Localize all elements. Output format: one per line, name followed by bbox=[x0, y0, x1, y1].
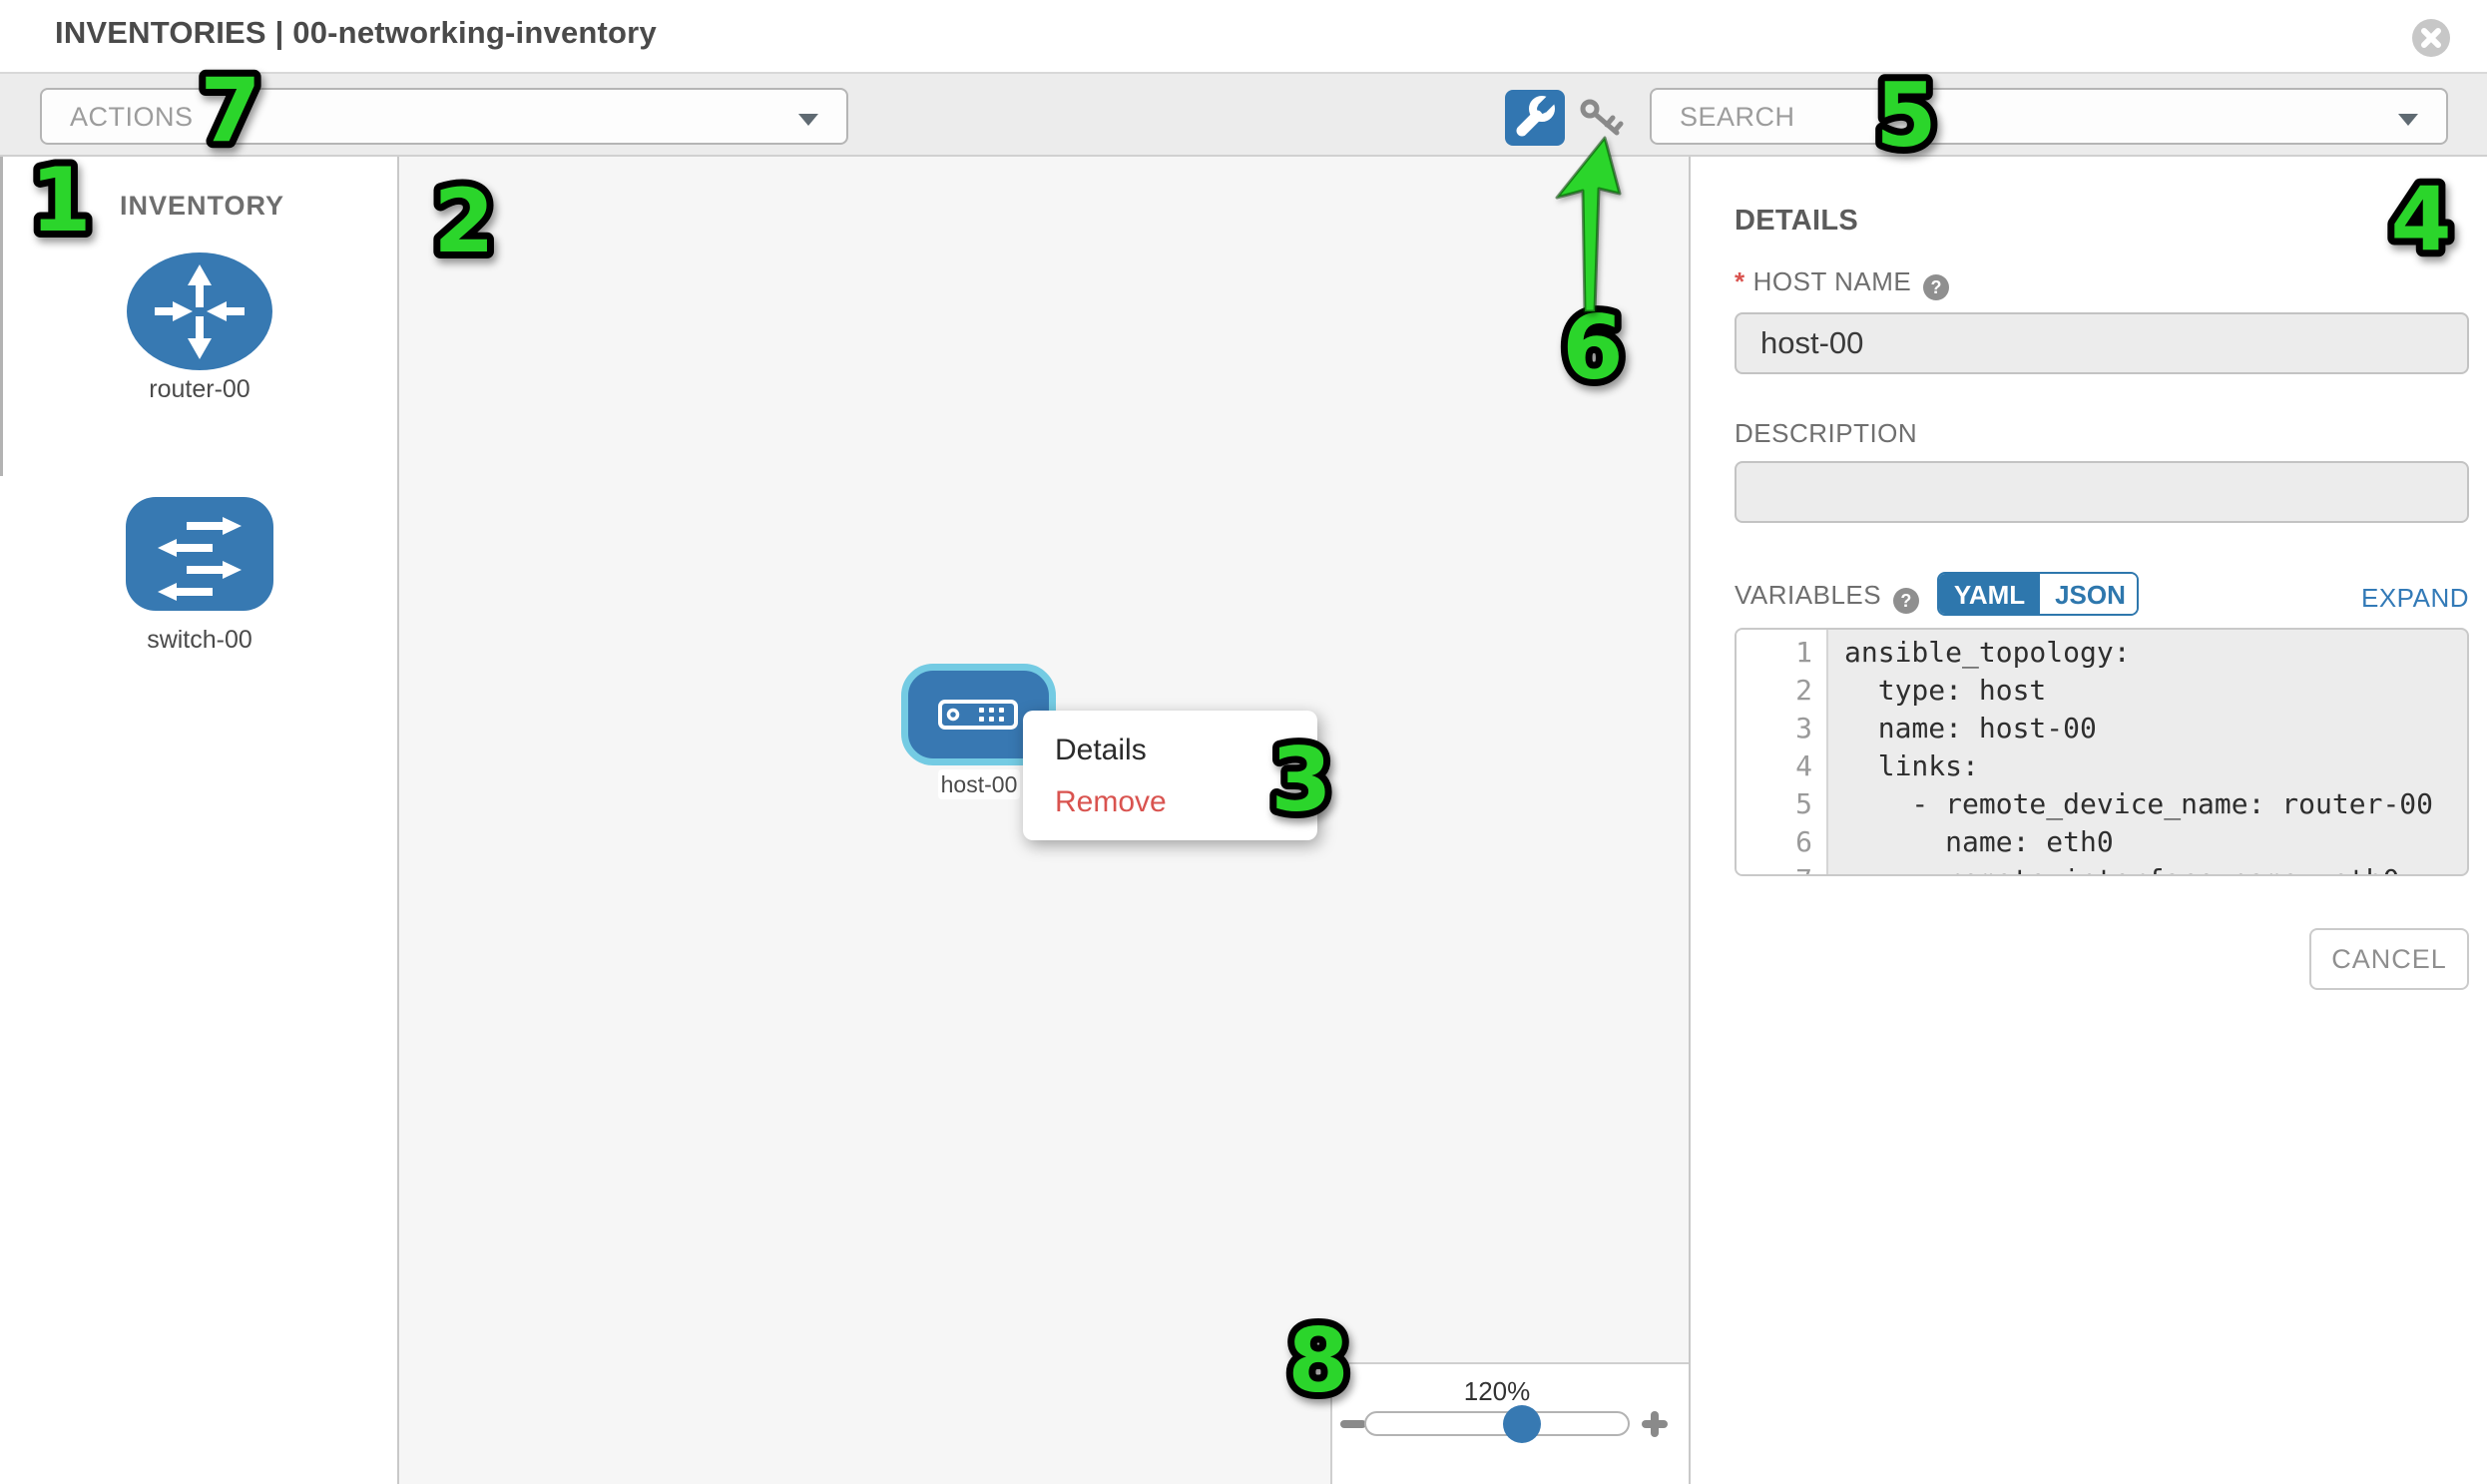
host-node-label: host-00 bbox=[938, 769, 1020, 799]
expand-link[interactable]: EXPAND bbox=[2361, 583, 2469, 613]
editor-line: 7 remote_interface_name: eth0 bbox=[1737, 861, 2467, 874]
yaml-toggle-button[interactable]: YAML bbox=[1939, 574, 2040, 614]
zoom-level: 120% bbox=[1463, 1376, 1531, 1406]
configure-button[interactable] bbox=[1505, 90, 1565, 146]
app-header: INVENTORIES | 00-networking-inventory bbox=[0, 0, 2487, 72]
toolbar: ACTIONS SEARCH bbox=[0, 72, 2487, 157]
chevron-down-icon bbox=[2398, 114, 2418, 126]
context-menu-item-remove[interactable]: Remove bbox=[1055, 785, 1167, 818]
actions-dropdown[interactable]: ACTIONS bbox=[40, 88, 848, 145]
variables-label: VARIABLES bbox=[1735, 580, 1882, 610]
details-panel-title: DETAILS bbox=[1735, 205, 1859, 237]
chevron-down-icon bbox=[798, 114, 818, 126]
sidebar-item-switch[interactable]: switch-00 bbox=[125, 496, 274, 654]
zoom-out-button[interactable] bbox=[1340, 1420, 1366, 1428]
editor-gutter bbox=[1737, 630, 1828, 874]
editor-line: 3 name: host-00 bbox=[1795, 712, 2097, 744]
editor-line: 6 name: eth0 bbox=[1795, 825, 2114, 858]
close-icon bbox=[2421, 28, 2441, 48]
zoom-control: 120% bbox=[1330, 1362, 1689, 1484]
details-panel: DETAILS *HOST NAME? DESCRIPTION VARIABLE… bbox=[1689, 157, 2487, 1484]
editor-rows: 1 ansible_topology: 2 type: host 3 name: … bbox=[1737, 634, 2467, 874]
actions-dropdown-label: ACTIONS bbox=[70, 102, 194, 132]
host-name-label: HOST NAME bbox=[1752, 266, 1912, 296]
json-toggle-button[interactable]: JSON bbox=[2040, 574, 2137, 614]
context-menu-item-details[interactable]: Details bbox=[1055, 734, 1147, 766]
search-dropdown[interactable]: SEARCH bbox=[1650, 88, 2448, 145]
key-button[interactable] bbox=[1579, 98, 1627, 142]
sidebar-item-label: router-00 bbox=[149, 375, 250, 403]
description-label: DESCRIPTION bbox=[1735, 418, 1918, 448]
required-marker: * bbox=[1735, 266, 1745, 296]
sidebar-scrollbar[interactable] bbox=[0, 157, 3, 476]
zoom-slider-thumb[interactable] bbox=[1503, 1405, 1541, 1443]
close-button[interactable] bbox=[2412, 19, 2450, 57]
switch-icon bbox=[126, 497, 273, 611]
cancel-button[interactable]: CANCEL bbox=[2309, 928, 2469, 990]
editor-line: 5 - remote_device_name: router-00 bbox=[1795, 787, 2434, 820]
sidebar-item-label: switch-00 bbox=[147, 626, 252, 654]
context-menu: Details Remove bbox=[1023, 711, 1317, 840]
help-icon[interactable]: ? bbox=[1923, 274, 1950, 300]
editor-line: 1 ansible_topology: bbox=[1795, 636, 2131, 669]
inventory-sidebar: INVENTORY router-00 bbox=[0, 157, 399, 1484]
editor-line: 4 links: bbox=[1795, 749, 1979, 782]
search-dropdown-label: SEARCH bbox=[1680, 102, 1795, 132]
editor-line: 2 type: host bbox=[1795, 674, 2047, 707]
host-icon bbox=[938, 700, 1018, 730]
sidebar-item-router[interactable]: router-00 bbox=[125, 251, 274, 403]
page-title: INVENTORIES | 00-networking-inventory bbox=[55, 15, 657, 50]
topology-canvas[interactable]: host-00 Details Remove 120% bbox=[399, 157, 1689, 1484]
host-name-input[interactable] bbox=[1735, 312, 2469, 374]
zoom-slider-track[interactable] bbox=[1364, 1411, 1630, 1436]
zoom-in-button[interactable] bbox=[1642, 1411, 1668, 1437]
variables-label-row: VARIABLES? bbox=[1735, 580, 1920, 614]
host-name-label-row: * HOST NAME? bbox=[1735, 266, 1950, 300]
sidebar-title: INVENTORY bbox=[120, 191, 285, 221]
key-icon bbox=[1580, 99, 1624, 136]
router-icon bbox=[127, 252, 272, 370]
description-input[interactable] bbox=[1735, 461, 2469, 523]
variables-format-toggle: YAML JSON bbox=[1937, 572, 2139, 616]
variables-code-editor[interactable]: 1 ansible_topology: 2 type: host 3 name: … bbox=[1735, 628, 2469, 876]
help-icon[interactable]: ? bbox=[1893, 588, 1920, 614]
wrench-icon bbox=[1516, 90, 1561, 137]
